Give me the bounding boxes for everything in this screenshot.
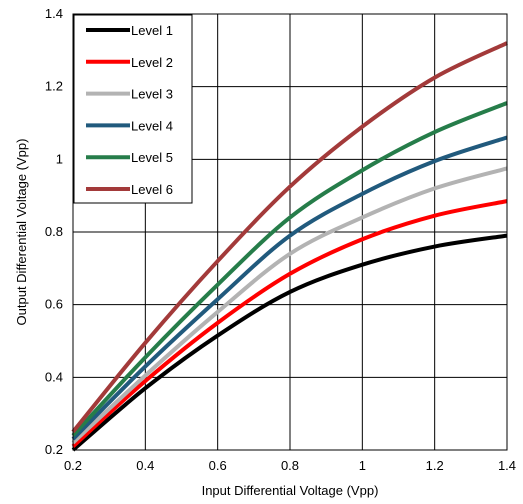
- x-tick-label: 0.6: [209, 458, 227, 473]
- legend-label: Level 4: [131, 118, 173, 133]
- x-axis-label: Input Differential Voltage (Vpp): [202, 483, 379, 498]
- legend-label: Level 2: [131, 55, 173, 70]
- series-lines: [71, 41, 508, 452]
- y-tick-label: 1: [56, 151, 63, 166]
- legend-label: Level 1: [131, 23, 173, 38]
- series-line-level-2: [71, 199, 508, 448]
- y-tick-label: 1.2: [45, 79, 63, 94]
- series-line-level-4: [71, 135, 508, 441]
- y-tick-labels: 0.2 0.4 0.6 0.8 1 1.2 1.4: [45, 6, 63, 457]
- series-line-level-5: [71, 101, 508, 437]
- series-line-level-6: [71, 41, 508, 434]
- legend-label: Level 3: [131, 87, 173, 102]
- legend-box: [73, 14, 193, 204]
- x-tick-labels: 0.2 0.4 0.6 0.8 1 1.2 1.4: [64, 458, 516, 473]
- legend: Level 1 Level 2 Level 3 Level 4 Level 5 Level…: [73, 14, 193, 204]
- x-tick-label: 1: [359, 458, 366, 473]
- x-tick-label: 0.8: [281, 458, 299, 473]
- x-tick-label: 0.2: [64, 458, 82, 473]
- y-tick-label: 0.8: [45, 224, 63, 239]
- legend-label: Level 6: [131, 182, 173, 197]
- x-tick-label: 1.4: [498, 458, 516, 473]
- plot-border: [72, 13, 508, 451]
- y-tick-label: 1.4: [45, 6, 63, 21]
- x-tick-label: 0.4: [136, 458, 154, 473]
- y-tick-label: 0.2: [45, 442, 63, 457]
- y-tick-label: 0.4: [45, 369, 63, 384]
- y-axis-label: Output Differential Voltage (Vpp): [14, 139, 29, 326]
- series-line-level-3: [71, 166, 508, 445]
- x-tick-label: 1.2: [426, 458, 444, 473]
- y-tick-label: 0.6: [45, 297, 63, 312]
- series-line-level-1: [71, 233, 508, 452]
- legend-label: Level 5: [131, 150, 173, 165]
